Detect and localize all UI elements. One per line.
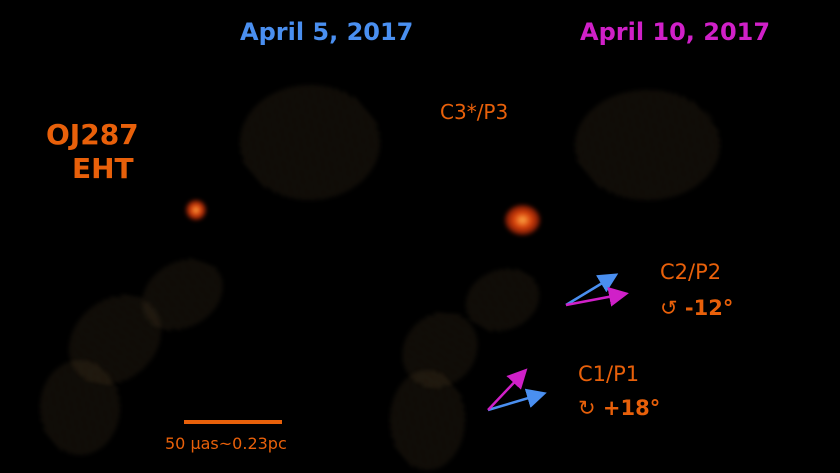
clockwise-arrow-icon: ↻ [578, 396, 596, 420]
c1-rotation-value: +18° [602, 396, 661, 420]
scale-bar-label: 50 µas~0.23pc [165, 434, 287, 453]
april5-c1 [40, 360, 120, 455]
c1-arrow-april5 [487, 388, 547, 412]
source-name: OJ287 [46, 118, 139, 151]
scale-bar [184, 420, 282, 424]
april5-small-knot [186, 200, 206, 220]
c2-rotation-value: -12° [684, 296, 734, 320]
c2-arrow-april5 [565, 273, 619, 307]
april10-c1 [390, 370, 465, 470]
c2-arrow-april10 [565, 286, 629, 307]
counterclockwise-arrow-icon: ↺ [660, 296, 678, 320]
c1-arrow-april10 [487, 368, 528, 411]
label-c3: C3*/P3 [440, 100, 509, 124]
april5-core-c3 [240, 85, 380, 200]
april10-core-c3 [575, 90, 720, 200]
title-april5: April 5, 2017 [240, 18, 414, 46]
c2-rotation: ↺ -12° [660, 296, 733, 320]
april10-small-knot [505, 205, 540, 235]
label-c2: C2/P2 [660, 260, 722, 284]
instrument-name: EHT [72, 152, 134, 185]
label-c1: C1/P1 [578, 362, 640, 386]
c1-rotation: ↻ +18° [578, 396, 660, 420]
title-april10: April 10, 2017 [580, 18, 771, 46]
